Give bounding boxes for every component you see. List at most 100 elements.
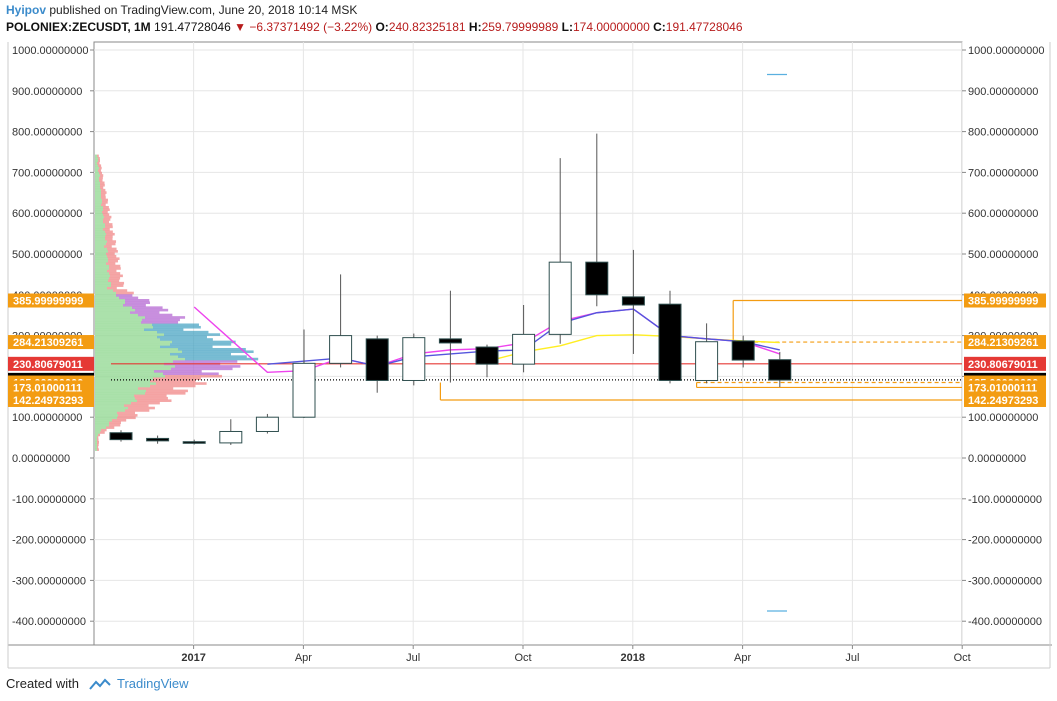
volume-bar-up (95, 372, 163, 376)
volume-bar-up (95, 387, 138, 390)
volume-bar-up (95, 232, 106, 236)
volume-bar-up (95, 328, 144, 331)
y-tick-label-left: -100.00000000 (12, 494, 86, 506)
volume-bar-up (95, 240, 107, 243)
price-tag-left (8, 356, 94, 371)
volume-bar-down (105, 223, 113, 226)
volume-bar-down (106, 426, 115, 429)
volume-bar-up (95, 294, 116, 297)
volume-bar-down (163, 372, 219, 376)
volume-bar-up (95, 169, 98, 172)
volume-bar-up (95, 445, 97, 449)
volume-bar-up (95, 418, 112, 422)
volume-bar-down (97, 440, 99, 444)
price-tag-left-label: 385.99999999 (13, 296, 83, 308)
candle-down (365, 338, 389, 381)
volume-bar-up (95, 389, 146, 393)
volume-bar-up (95, 338, 160, 341)
volume-bar-down (99, 171, 102, 175)
volume-bar-down (109, 264, 121, 268)
volume-bar-down (102, 201, 108, 204)
volume-bar-up (95, 406, 128, 410)
tradingview-brand-link[interactable]: TradingView (116, 676, 189, 691)
volume-bar-down (103, 205, 109, 209)
volume-bar-up (95, 311, 130, 314)
volume-bar-down (102, 210, 108, 214)
price-tag-right (964, 335, 1046, 350)
volume-bar-down (112, 418, 127, 422)
volume-bar-down (160, 338, 213, 341)
x-tick-label: Oct (514, 652, 531, 664)
x-tick-label: Jul (406, 652, 420, 664)
price-tag-right (964, 293, 1046, 308)
volume-bar-down (97, 161, 100, 165)
tradingview-logo-icon (89, 678, 111, 690)
volume-bar-up (95, 218, 103, 221)
y-tick-label-left: 700.00000000 (12, 167, 82, 179)
volume-bar-down (99, 176, 103, 180)
volume-bar-up (95, 306, 132, 309)
y-tick-label-left: 600.00000000 (12, 208, 82, 220)
volume-bar-down (152, 323, 199, 327)
author-name[interactable]: Hyipov (6, 3, 47, 17)
volume-bar-up (95, 247, 107, 251)
volume-bar-up (95, 411, 117, 415)
price-change: −6.37371492 (−3.22%) (249, 20, 373, 34)
volume-bar-up (95, 176, 99, 180)
price-tag-right-label: 230.80679011 (968, 359, 1038, 371)
volume-bar-down (144, 328, 184, 331)
volume-bar-down (97, 436, 99, 439)
low-label: L: (561, 20, 573, 34)
volume-bar-up (95, 428, 101, 432)
volume-bar-up (95, 276, 109, 280)
volume-bar-up (95, 301, 125, 305)
open-label: O: (375, 20, 389, 34)
volume-bar-down (171, 367, 233, 371)
volume-bar-down (157, 335, 207, 339)
volume-bar-down (106, 252, 115, 256)
volume-bar-up (95, 409, 125, 412)
volume-bar-down (102, 198, 108, 202)
volume-bar-down (103, 213, 110, 216)
volume-bar-up (95, 154, 97, 158)
volume-bar-down (106, 232, 115, 236)
volume-bar-down (125, 409, 150, 412)
volume-bar-up (95, 286, 107, 290)
volume-bar-down (153, 325, 201, 329)
volume-bar-up (95, 335, 157, 339)
volume-bar-up (95, 183, 100, 187)
volume-bar-up (95, 279, 108, 283)
volume-bar-down (100, 431, 105, 434)
volume-bar-up (95, 384, 150, 388)
volume-bar-up (95, 225, 105, 229)
volume-bar-down (178, 355, 247, 358)
volume-bar-down (106, 242, 116, 246)
volume-bar-down (125, 299, 150, 302)
volume-bar-down (111, 284, 124, 287)
volume-bar-down (156, 382, 207, 385)
volume-bar-down (109, 423, 121, 427)
volume-bar-down (99, 179, 103, 182)
volume-bar-down (109, 421, 121, 425)
volume-bar-up (95, 171, 99, 175)
volume-bar-up (95, 289, 113, 292)
volume-bar-down (101, 188, 106, 192)
volume-bar-up (95, 340, 172, 344)
volume-bar-up (95, 303, 123, 307)
volume-bar-up (95, 321, 141, 324)
volume-bar-down (104, 215, 112, 219)
volume-bar-down (160, 345, 213, 349)
volume-bar-up (95, 382, 156, 385)
price-tags: 385.99999999 385.99999999 284.21309261 284.… (8, 293, 1046, 407)
volume-bar-down (141, 321, 179, 324)
volume-bar-up (95, 423, 109, 427)
x-tick-label: Jul (845, 652, 859, 664)
volume-bar-down (116, 294, 133, 297)
volume-bar-up (95, 426, 106, 429)
volume-bar-down (108, 257, 120, 260)
volume-bar-up (95, 242, 106, 246)
candle-up (255, 416, 279, 432)
volume-bar-down (103, 218, 111, 221)
volume-bar-up (95, 188, 101, 192)
